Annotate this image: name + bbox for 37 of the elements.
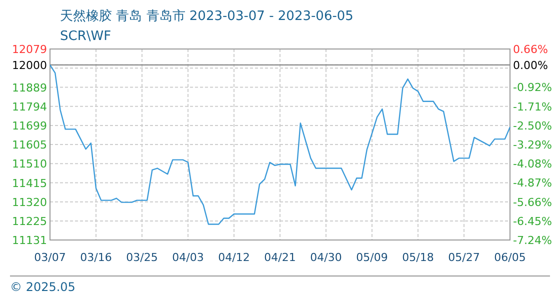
x-tick-label: 04/21	[264, 251, 296, 264]
y-tick-label: 11699	[12, 120, 47, 133]
x-tick-label: 03/16	[80, 251, 112, 264]
y-tick-label: 12000	[12, 58, 47, 72]
x-tick-label: 06/05	[494, 251, 526, 264]
y2-tick-label: -4.87%	[513, 176, 552, 190]
chart-subtitle: SCR\WF	[60, 29, 112, 44]
y2-tick-label: -5.66%	[513, 196, 552, 209]
y2-tick-label: -7.24%	[513, 234, 552, 247]
y-tick-label: 11889	[12, 81, 47, 94]
y-tick-label: 11320	[12, 196, 47, 209]
x-tick-label: 04/30	[310, 251, 342, 264]
y-tick-label: 12079	[12, 43, 47, 56]
x-tick-label: 05/18	[402, 251, 434, 264]
y-tick-label: 11225	[12, 215, 47, 228]
y-tick-label: 11605	[12, 138, 47, 152]
x-tick-label: 04/03	[172, 251, 204, 264]
x-tick-label: 03/25	[126, 251, 158, 264]
y-tick-label: 11794	[12, 100, 47, 114]
line-series	[49, 64, 511, 225]
text: © 2025.05	[10, 280, 76, 294]
x-tick-label: 03/07	[34, 251, 66, 264]
y-tick-label: 11510	[12, 158, 47, 171]
y2-tick-label: -6.45%	[513, 214, 552, 228]
y2-tick-label: 0.00%	[513, 58, 548, 72]
y2-tick-label: 0.66%	[513, 43, 548, 56]
y-tick-label: 11131	[12, 234, 47, 247]
x-tick-label: 05/09	[356, 251, 388, 264]
y2-tick-label: -0.92%	[513, 81, 552, 94]
y2-tick-label: -4.08%	[513, 158, 552, 171]
y2-tick-label: -1.71%	[513, 100, 552, 114]
chart-title: 天然橡胶 青岛 青岛市 2023-03-07 - 2023-06-05	[60, 9, 354, 24]
y2-tick-label: -3.29%	[513, 138, 552, 152]
y2-tick-label: -2.50%	[513, 119, 552, 132]
y-tick-label: 11415	[12, 176, 47, 190]
x-tick-label: 05/27	[448, 251, 480, 264]
x-tick-label: 04/12	[218, 251, 250, 264]
